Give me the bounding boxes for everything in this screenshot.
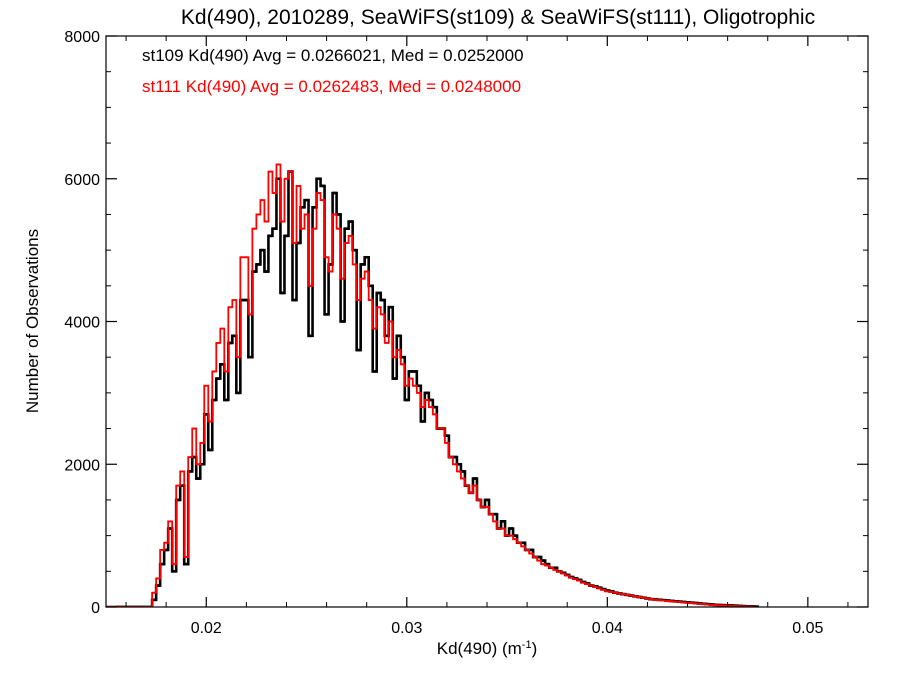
y-tick-label-0: 0 [91,600,100,617]
x-tick-label-1: 0.03 [391,620,422,637]
series-st111 [106,163,755,607]
x-tick-label-2: 0.04 [592,620,623,637]
y-tick-label-4: 8000 [64,29,100,46]
x-axis-label: Kd(490) (m-1) [437,639,537,658]
chart-title: Kd(490), 2010289, SeaWiFS(st109) & SeaWi… [181,6,815,29]
y-tick-label-1: 2000 [64,457,100,474]
legend-st109: st109 Kd(490) Avg = 0.0266021, Med = 0.0… [142,46,524,65]
y-axis-label: Number of Observations [23,229,42,413]
series-st111-outline [106,163,755,607]
y-axis: 0 2000 4000 6000 8000 [64,29,868,617]
plot-area [106,163,760,607]
x-tick-label-0: 0.02 [191,620,222,637]
x-axis: 0.02 0.03 0.04 0.05 [125,36,849,637]
y-tick-label-3: 6000 [64,172,100,189]
y-tick-label-2: 4000 [64,315,100,332]
plot-frame [105,35,869,608]
legend-st111: st111 Kd(490) Avg = 0.0262483, Med = 0.0… [142,77,521,96]
x-axis-label-superscript: -1 [522,639,532,651]
x-tick-label-3: 0.05 [792,620,823,637]
